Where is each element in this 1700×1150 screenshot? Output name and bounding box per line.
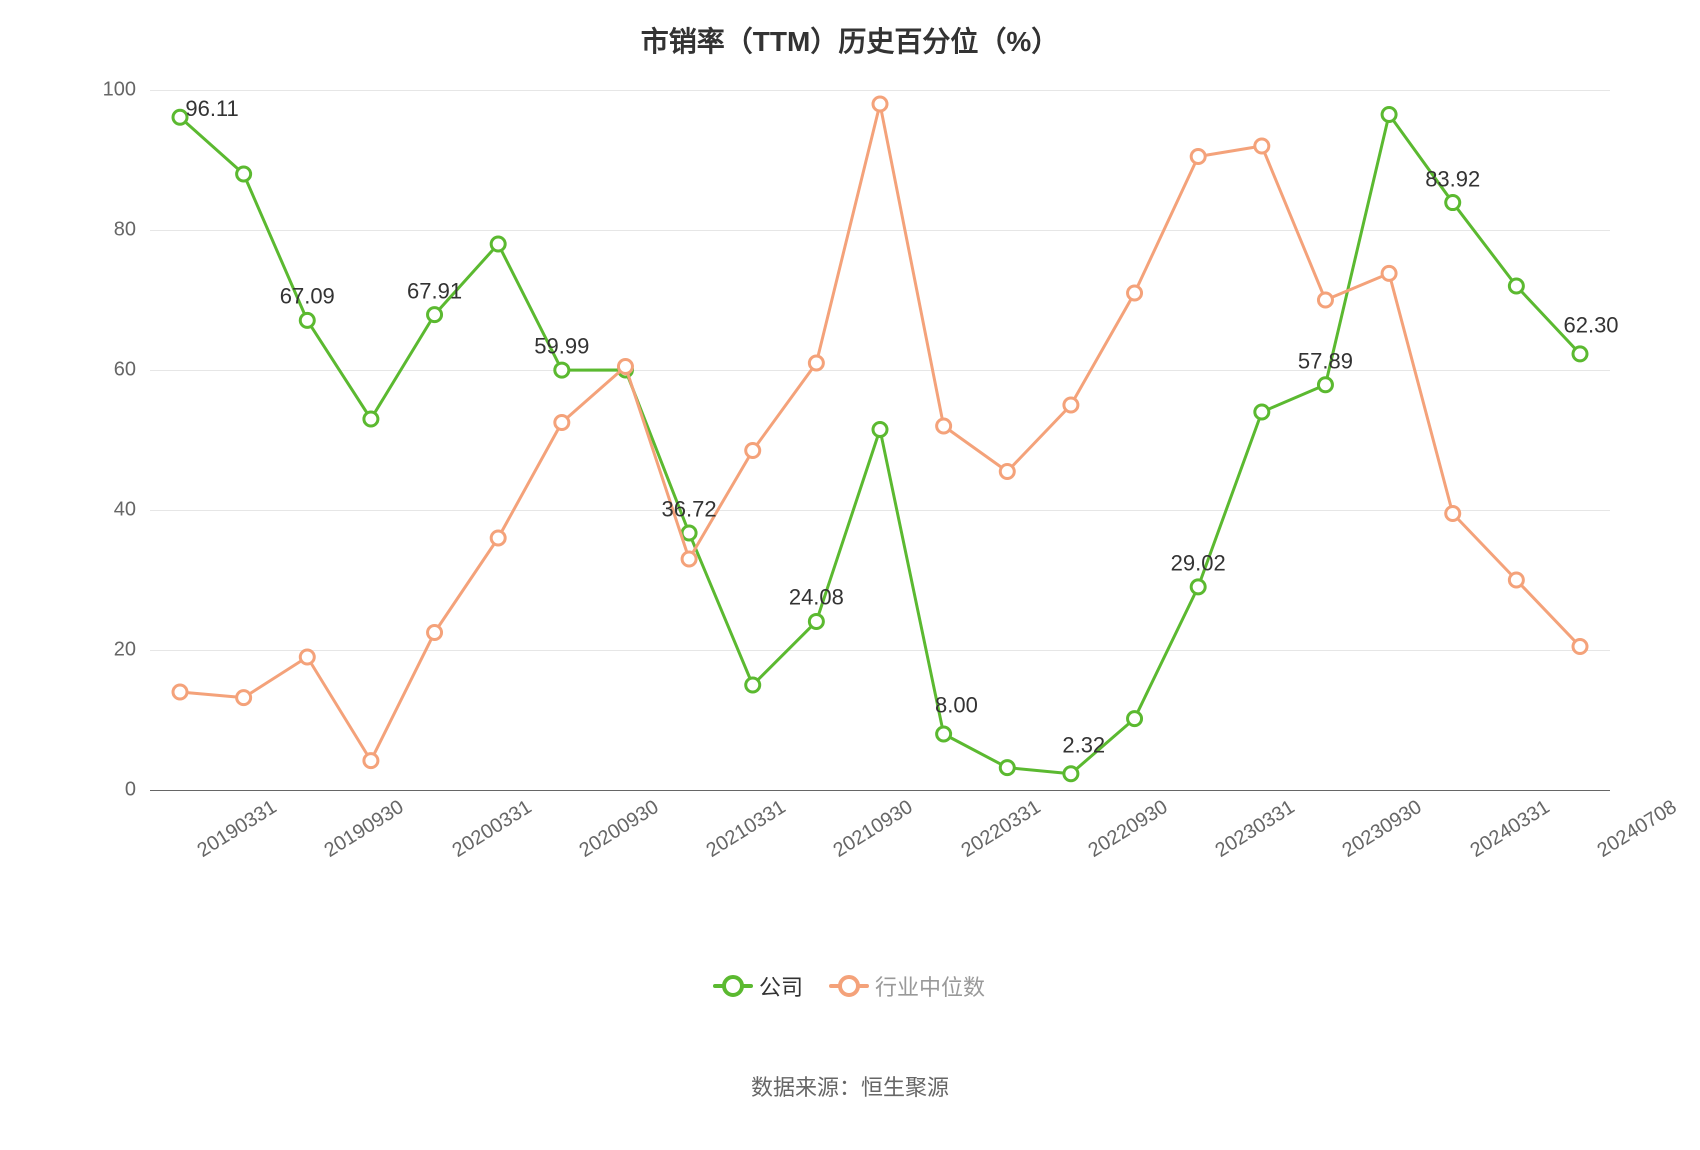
series-marker-industry_median <box>1509 573 1523 587</box>
chart-legend: 公司 行业中位数 <box>0 970 1700 1003</box>
series-marker-industry_median <box>300 650 314 664</box>
x-axis-tick-label: 20240708 <box>1594 796 1682 863</box>
series-marker-company <box>1509 279 1523 293</box>
series-marker-company <box>555 363 569 377</box>
x-axis-tick-label: 20230930 <box>1339 796 1427 863</box>
series-marker-company <box>1446 196 1460 210</box>
x-axis-tick-label: 20210930 <box>830 796 918 863</box>
series-marker-company <box>237 167 251 181</box>
series-marker-company <box>937 727 951 741</box>
series-marker-company <box>1128 712 1142 726</box>
series-marker-industry_median <box>873 97 887 111</box>
legend-item-industry_median[interactable]: 行业中位数 <box>831 970 985 1002</box>
series-marker-company <box>428 308 442 322</box>
x-axis-tick-label: 20240331 <box>1466 796 1554 863</box>
x-axis-tick-label: 20230331 <box>1212 796 1300 863</box>
legend-label: 行业中位数 <box>875 970 985 1002</box>
legend-swatch-company <box>715 975 751 997</box>
x-axis-tick-label: 20200331 <box>448 796 536 863</box>
y-axis-tick-label: 80 <box>86 219 150 242</box>
legend-item-company[interactable]: 公司 <box>715 970 803 1002</box>
data-source-note: 数据来源：恒生聚源 <box>0 1070 1700 1102</box>
series-marker-company <box>1064 767 1078 781</box>
series-marker-company <box>746 678 760 692</box>
series-marker-industry_median <box>618 360 632 374</box>
y-axis-tick-label: 60 <box>86 359 150 382</box>
series-marker-industry_median <box>364 754 378 768</box>
series-marker-company <box>682 526 696 540</box>
x-axis-tick-label: 20210331 <box>703 796 791 863</box>
series-marker-industry_median <box>746 444 760 458</box>
series-marker-company <box>1318 378 1332 392</box>
series-marker-company <box>1000 761 1014 775</box>
series-marker-industry_median <box>1255 139 1269 153</box>
gridline <box>150 790 1610 791</box>
y-axis-tick-label: 20 <box>86 639 150 662</box>
series-marker-industry_median <box>1191 150 1205 164</box>
series-marker-industry_median <box>937 419 951 433</box>
chart-title: 市销率（TTM）历史百分位（%） <box>0 20 1700 60</box>
x-axis-tick-label: 20190930 <box>321 796 409 863</box>
series-marker-industry_median <box>1446 507 1460 521</box>
series-marker-industry_median <box>1064 398 1078 412</box>
series-marker-industry_median <box>237 691 251 705</box>
series-marker-company <box>173 110 187 124</box>
series-marker-industry_median <box>1382 266 1396 280</box>
series-marker-industry_median <box>428 626 442 640</box>
legend-label: 公司 <box>759 970 803 1002</box>
series-marker-company <box>1382 108 1396 122</box>
x-axis-tick-label: 20190331 <box>194 796 282 863</box>
x-axis-tick-label: 20220331 <box>957 796 1045 863</box>
chart-svg <box>150 90 1610 790</box>
series-marker-company <box>1573 347 1587 361</box>
y-axis-tick-label: 40 <box>86 499 150 522</box>
series-marker-industry_median <box>1000 465 1014 479</box>
series-marker-industry_median <box>1128 286 1142 300</box>
series-marker-industry_median <box>491 531 505 545</box>
series-marker-company <box>1255 405 1269 419</box>
series-marker-industry_median <box>1318 293 1332 307</box>
series-marker-industry_median <box>173 685 187 699</box>
series-marker-company <box>1191 580 1205 594</box>
y-axis-tick-label: 0 <box>86 779 150 802</box>
series-marker-industry_median <box>809 356 823 370</box>
y-axis-tick-label: 100 <box>86 79 150 102</box>
legend-swatch-industry_median <box>831 975 867 997</box>
series-marker-industry_median <box>682 552 696 566</box>
plot-area: 0204060801002019033120190930202003312020… <box>150 90 1610 790</box>
series-marker-company <box>364 412 378 426</box>
series-marker-company <box>809 614 823 628</box>
series-marker-company <box>300 313 314 327</box>
series-marker-company <box>873 423 887 437</box>
series-marker-company <box>491 237 505 251</box>
x-axis-tick-label: 20220930 <box>1084 796 1172 863</box>
series-line-company <box>180 115 1580 774</box>
series-marker-industry_median <box>555 416 569 430</box>
x-axis-tick-label: 20200930 <box>575 796 663 863</box>
series-marker-industry_median <box>1573 640 1587 654</box>
ps-ttm-percentile-chart: 市销率（TTM）历史百分位（%） 02040608010020190331201… <box>0 0 1700 1150</box>
